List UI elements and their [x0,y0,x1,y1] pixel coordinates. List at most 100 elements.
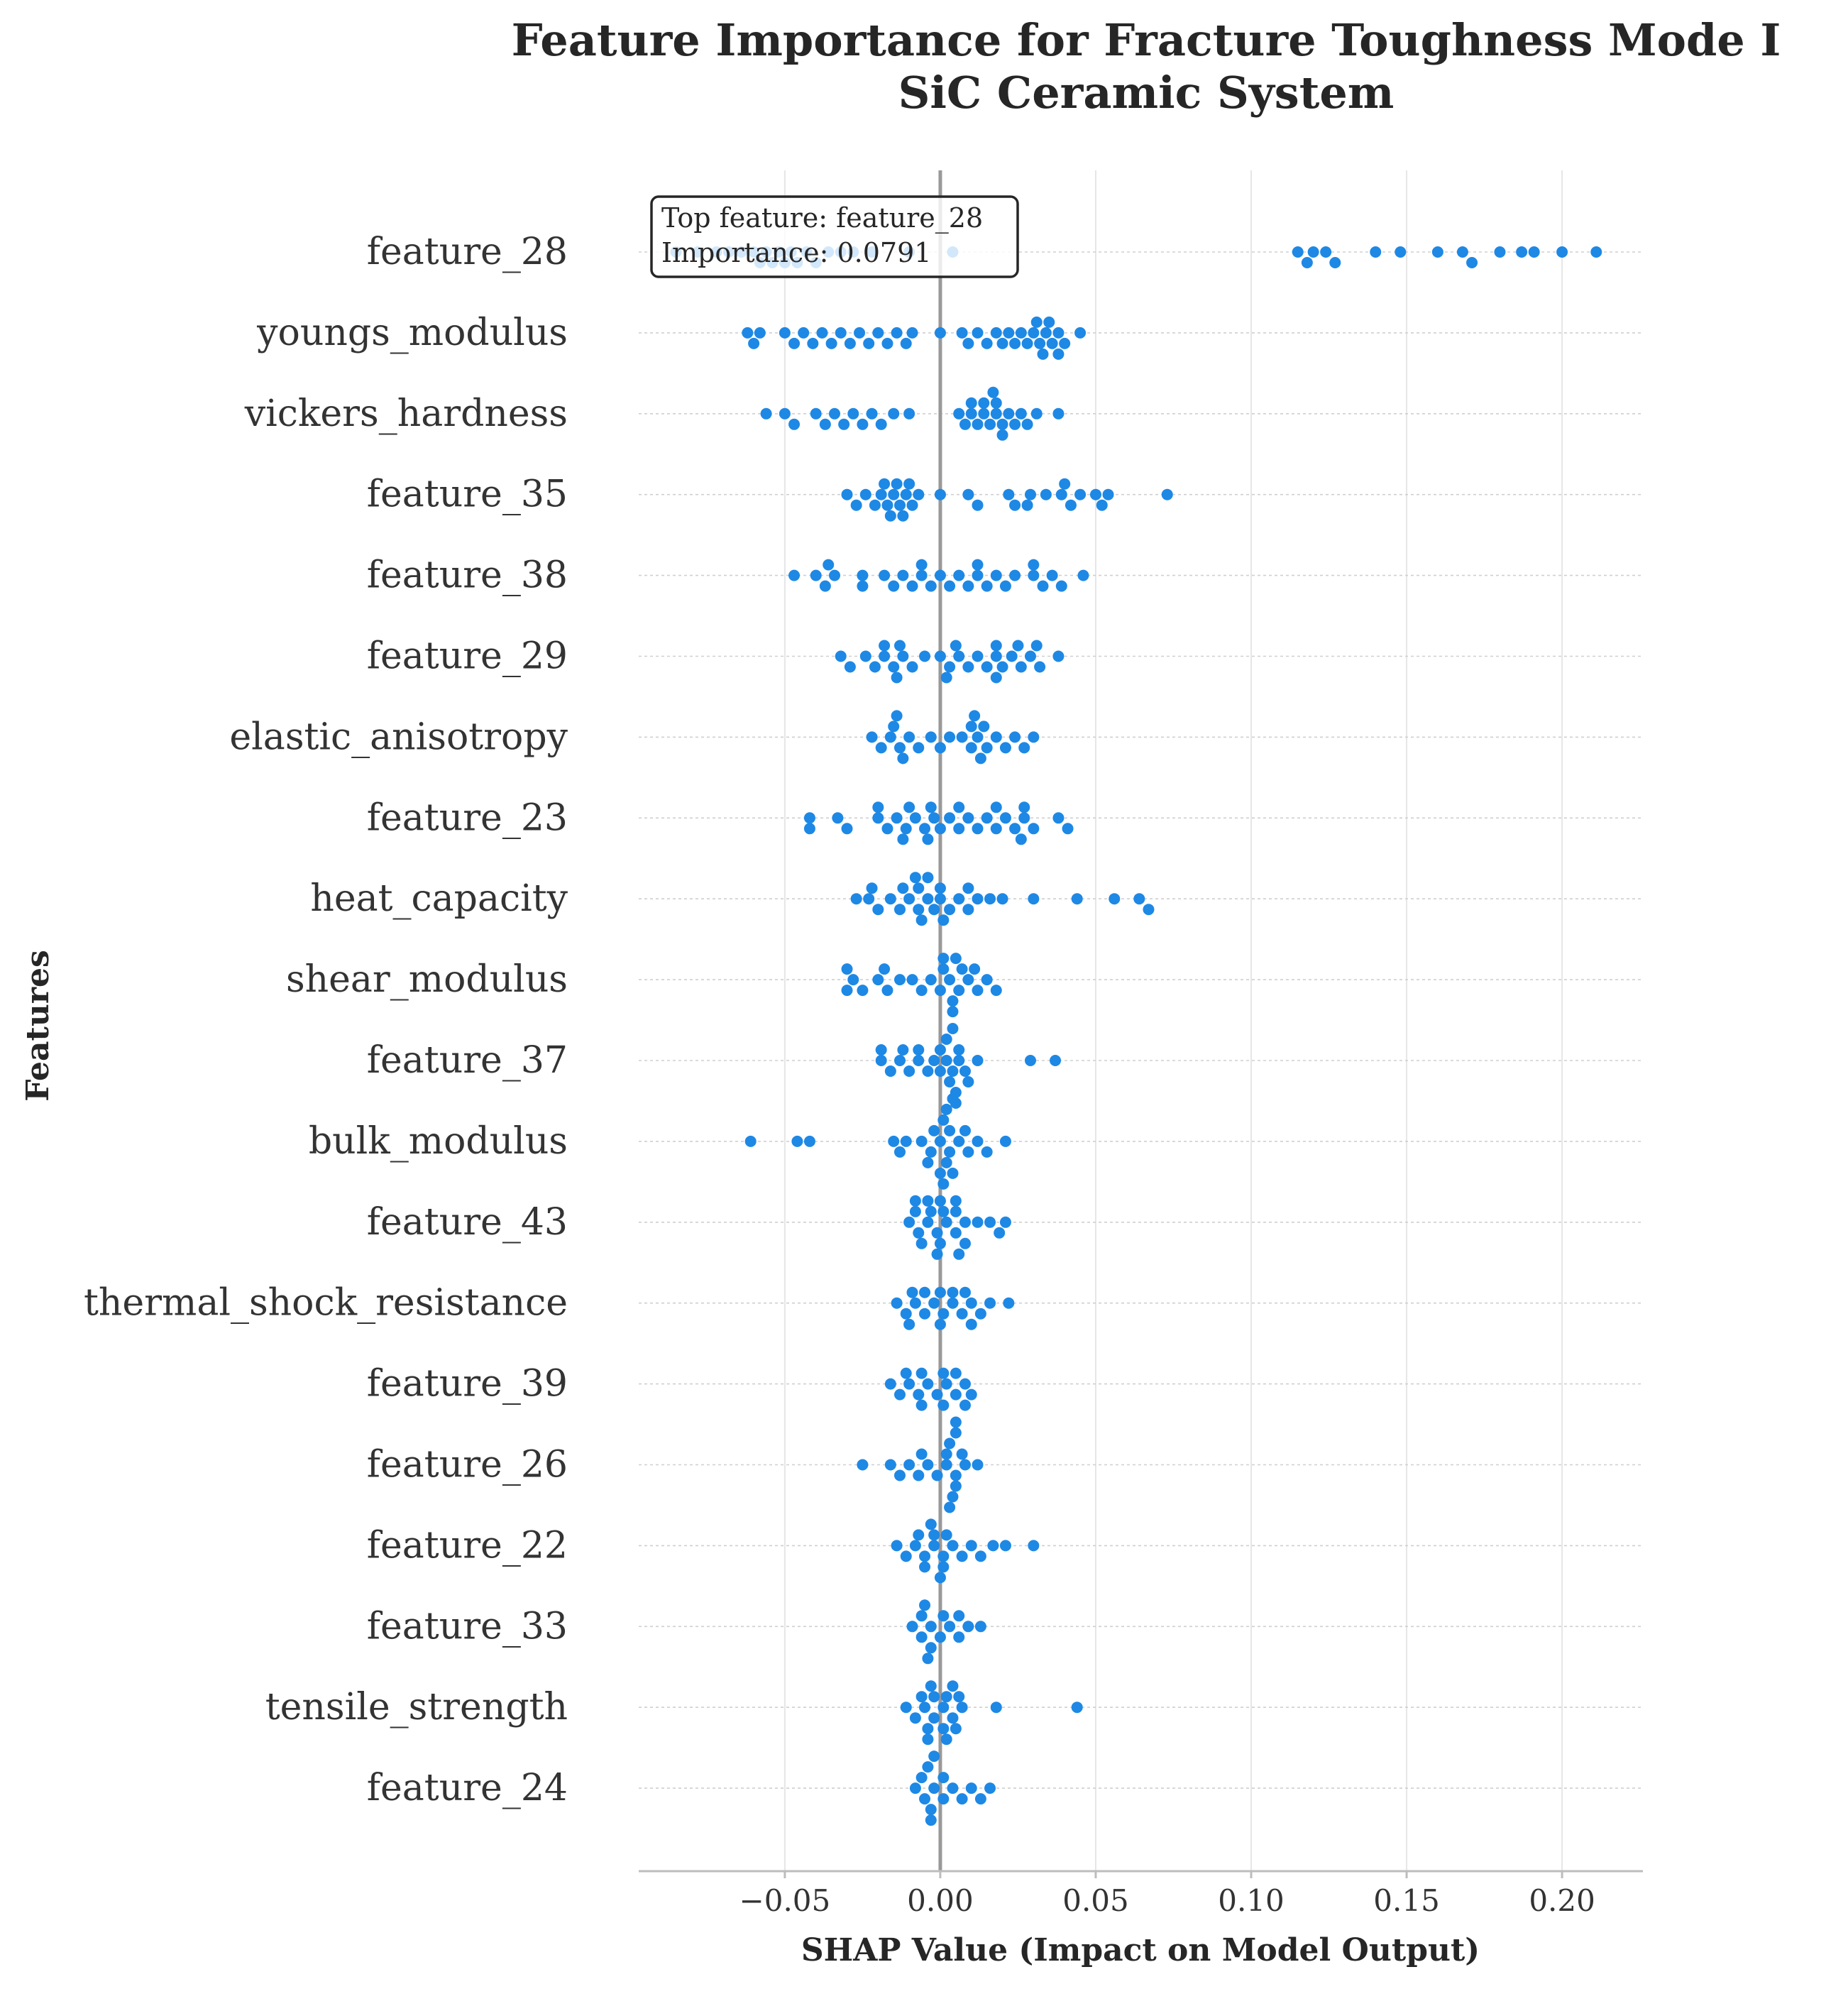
shap-point [1102,488,1114,500]
shap-point [903,731,915,743]
shap-point [915,1772,928,1784]
shap-point [950,1367,962,1379]
shap-point [922,893,934,905]
shap-point [869,661,881,673]
shap-point [944,1501,956,1513]
y-tick-label: feature_28 [367,231,568,273]
shap-point [1030,407,1043,420]
shap-point [1015,833,1027,845]
shap-point [925,1518,937,1530]
shap-point [1009,823,1021,835]
shap-point [1395,246,1407,258]
shap-point [823,559,835,571]
shap-point [915,1399,928,1411]
shap-point [903,1318,915,1330]
shap-point [881,985,893,997]
shap-point [981,812,993,824]
annotation-line-1: Top feature: feature_28 [661,202,983,234]
shap-point [981,661,993,673]
shap-point [972,559,984,571]
shap-point [893,499,906,511]
shap-point [947,1680,959,1692]
shap-point [947,1712,959,1724]
shap-point [888,488,900,500]
shap-point [962,904,974,916]
shap-point [934,985,946,997]
shap-point [915,1367,928,1379]
y-tick-label: feature_29 [367,635,568,678]
shap-point [1301,257,1313,268]
shap-point [744,1135,757,1147]
shap-point [965,1297,977,1309]
shap-point [850,499,862,511]
shap-point [1307,246,1319,258]
shap-point [1043,316,1055,328]
shap-point [893,1146,906,1158]
shap-point [919,1550,931,1562]
shap-point [1329,257,1341,268]
shap-point [1109,893,1121,905]
shap-point [972,731,984,743]
shap-point [841,488,853,500]
shap-point [956,731,968,743]
top-feature-annotation: Top feature: feature_28 Importance: 0.07… [650,195,1019,278]
shap-point [1133,893,1145,905]
shap-point [990,823,1002,835]
shap-point [972,1216,984,1228]
shap-point [969,710,981,722]
shap-point [950,1205,962,1217]
shap-point [947,1782,959,1795]
shap-point [893,640,906,652]
shap-point [913,488,925,500]
shap-point [1021,418,1033,430]
shap-point [903,1065,915,1077]
shap-point [893,974,906,986]
shap-point [1071,1702,1083,1714]
shap-point [748,337,760,349]
shap-point [990,407,1002,420]
shap-point [974,1308,986,1320]
shap-point [950,1416,962,1428]
shap-point [934,327,946,339]
x-axis-title: SHAP Value (Impact on Model Output) [801,1932,1480,1968]
shap-point [1024,650,1036,662]
shap-point [947,1540,959,1552]
shap-point [863,337,875,349]
x-tick-labels: −0.05 0.00 0.05 0.10 0.15 0.20 [739,1883,1595,1918]
shap-point [984,893,996,905]
shap-point [937,1308,950,1320]
shap-point [981,974,993,986]
shap-point [959,1124,971,1136]
shap-point [866,731,878,743]
shap-point [884,731,896,743]
shap-point [1003,488,1015,500]
shap-point [1015,661,1027,673]
shap-point [928,1712,940,1724]
annotation-line-2: Importance: 0.0791 [661,237,931,268]
shap-point [953,1631,965,1643]
shap-point [1052,348,1065,360]
shap-point [922,1156,934,1168]
shap-point [953,407,965,420]
shap-point [906,1621,918,1633]
shap-point [984,1297,996,1309]
shap-point [925,731,937,743]
shap-point [915,1691,928,1703]
shap-point [1556,246,1568,258]
shap-point [872,801,884,813]
shap-point [788,418,801,430]
y-tick-label: feature_38 [367,554,568,597]
shap-point [893,742,906,754]
shap-point [909,1205,921,1217]
shap-point [947,1023,959,1034]
shap-point [810,407,822,420]
shap-point [999,812,1011,824]
shap-point [972,327,984,339]
shap-point [903,1378,915,1390]
shap-point [893,1388,906,1401]
shap-point [919,1561,931,1573]
shap-point [947,1006,959,1018]
shap-point [947,1491,959,1503]
shap-point [950,1195,962,1207]
shap-point [841,823,853,835]
